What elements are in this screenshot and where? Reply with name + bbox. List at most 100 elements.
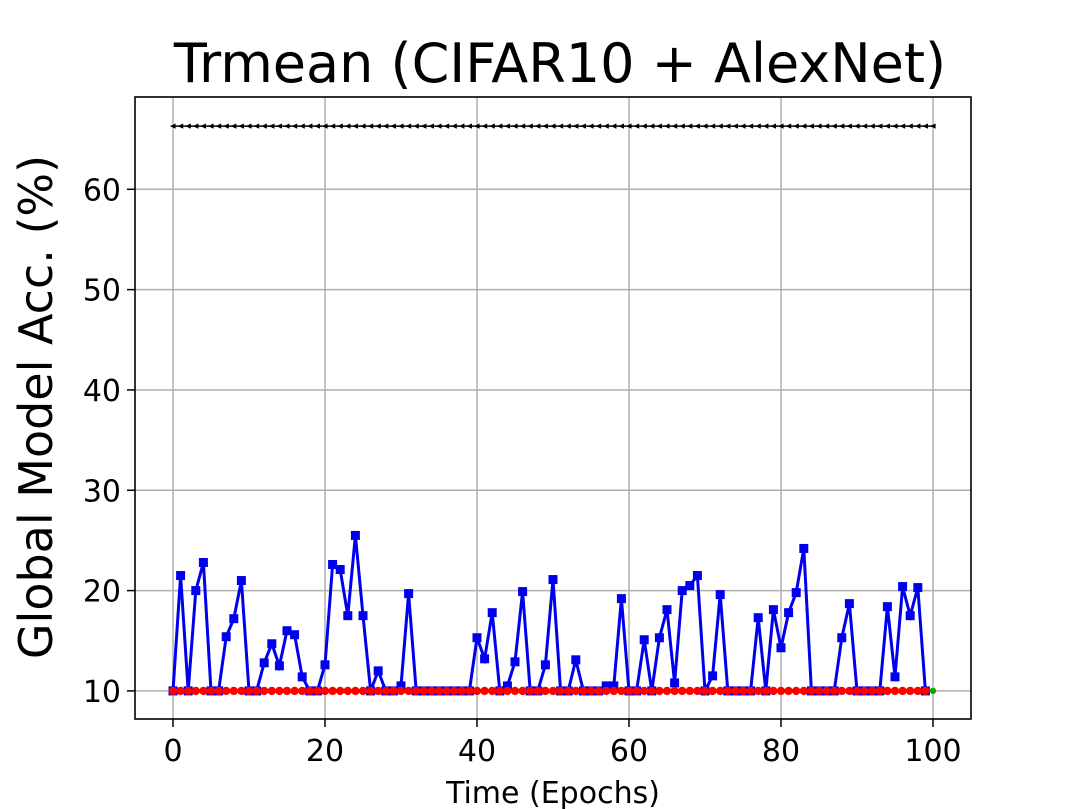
data-point-circle [396, 686, 406, 696]
data-point-circle [222, 686, 231, 696]
data-point-circle [191, 686, 200, 696]
x-tick-label: 40 [458, 734, 496, 769]
data-point-circle [229, 686, 238, 696]
data-point-triangle [177, 123, 184, 129]
data-point-triangle [253, 123, 260, 129]
series-layer [168, 123, 937, 697]
data-point-triangle [770, 123, 776, 129]
data-point-circle [358, 686, 368, 696]
data-point-circle [199, 686, 208, 696]
data-point-triangle [625, 123, 632, 129]
data-point-triangle [215, 123, 222, 129]
data-point-square [373, 666, 383, 676]
x-tick-label: 20 [306, 734, 344, 769]
data-point-square [548, 575, 558, 585]
data-point-triangle [489, 123, 495, 129]
data-point-circle [343, 686, 352, 696]
data-point-circle [792, 686, 801, 696]
data-point-circle [510, 686, 520, 696]
data-point-square [176, 571, 186, 581]
data-point-circle [419, 686, 428, 696]
data-point-triangle [321, 123, 328, 129]
data-point-square [518, 587, 528, 597]
data-point-square [784, 608, 794, 618]
data-point-square [791, 588, 801, 598]
series-1 [169, 123, 936, 129]
data-point-circle [647, 686, 656, 696]
data-point-triangle [663, 123, 670, 129]
data-point-square [236, 576, 246, 586]
data-point-triangle [405, 123, 412, 129]
data-point-square [905, 611, 915, 621]
data-point-triangle [306, 123, 313, 129]
data-point-circle [830, 686, 839, 696]
data-point-square [502, 681, 512, 691]
data-point-circle [716, 686, 725, 696]
data-point-circle [518, 686, 527, 696]
data-point-circle [503, 686, 512, 696]
data-point-square [320, 660, 330, 670]
data-point-circle [769, 686, 778, 696]
data-point-triangle [876, 123, 883, 129]
data-point-triangle [815, 123, 822, 129]
data-point-circle [366, 686, 375, 696]
data-point-square [480, 654, 490, 664]
data-point-triangle [443, 123, 450, 129]
data-point-square [510, 657, 520, 667]
data-point-triangle [755, 123, 761, 129]
data-point-circle [450, 686, 459, 696]
data-point-square [350, 530, 360, 540]
data-point-square [282, 626, 292, 636]
data-point-triangle [299, 123, 305, 129]
data-point-circle [662, 686, 672, 696]
data-point-circle [868, 686, 877, 696]
data-point-circle [731, 686, 740, 696]
data-point-circle [389, 686, 398, 696]
y-tick-label: 10 [83, 675, 121, 710]
data-point-triangle [618, 123, 624, 129]
data-point-triangle [367, 123, 374, 129]
x-axis-label: Time (Epochs) [445, 776, 660, 809]
data-point-triangle [268, 123, 275, 129]
data-point-square [229, 614, 239, 624]
data-point-circle [457, 686, 466, 696]
data-point-triangle [694, 123, 700, 129]
data-point-circle [556, 686, 565, 696]
data-point-triangle [261, 123, 267, 129]
data-point-circle [275, 686, 284, 696]
data-point-triangle [451, 123, 457, 129]
data-point-circle [640, 686, 649, 696]
data-point-triangle [542, 123, 548, 129]
data-point-triangle [519, 123, 526, 129]
data-point-circle [579, 686, 588, 696]
data-point-triangle [929, 123, 936, 129]
data-point-circle [693, 686, 702, 696]
data-point-circle [845, 686, 854, 696]
data-point-circle [571, 686, 580, 696]
data-point-circle [586, 686, 596, 696]
x-tick-label: 0 [163, 734, 182, 769]
data-point-circle [837, 686, 846, 696]
data-point-circle [761, 686, 770, 696]
data-point-circle [336, 686, 345, 696]
data-point-triangle [922, 123, 928, 129]
data-point-triangle [435, 123, 442, 129]
data-point-square [274, 661, 284, 671]
data-point-circle [237, 686, 246, 696]
data-point-circle [814, 686, 824, 696]
data-point-square [844, 599, 854, 609]
data-point-square [267, 639, 277, 649]
data-point-circle [427, 686, 436, 696]
data-point-triangle [359, 123, 366, 129]
data-point-circle [594, 686, 603, 696]
data-point-triangle [511, 123, 518, 129]
data-point-square [571, 655, 581, 665]
data-point-triangle [907, 123, 913, 129]
chart-title: Trmean (CIFAR10 + AlexNet) [173, 32, 946, 95]
data-point-circle [776, 686, 786, 696]
y-tick-label: 40 [83, 374, 121, 409]
data-point-triangle [709, 123, 716, 129]
data-point-triangle [777, 123, 784, 129]
data-point-square [609, 681, 619, 691]
